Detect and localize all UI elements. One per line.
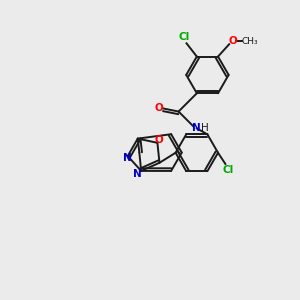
Text: O: O [154, 103, 163, 113]
Text: Cl: Cl [178, 32, 190, 42]
Text: N: N [192, 123, 201, 133]
Text: H: H [201, 123, 209, 133]
Text: O: O [228, 36, 237, 46]
Text: Cl: Cl [222, 165, 233, 175]
Text: O: O [154, 135, 163, 146]
Text: CH₃: CH₃ [241, 37, 258, 46]
Text: N: N [123, 153, 132, 164]
Text: N: N [133, 169, 142, 179]
